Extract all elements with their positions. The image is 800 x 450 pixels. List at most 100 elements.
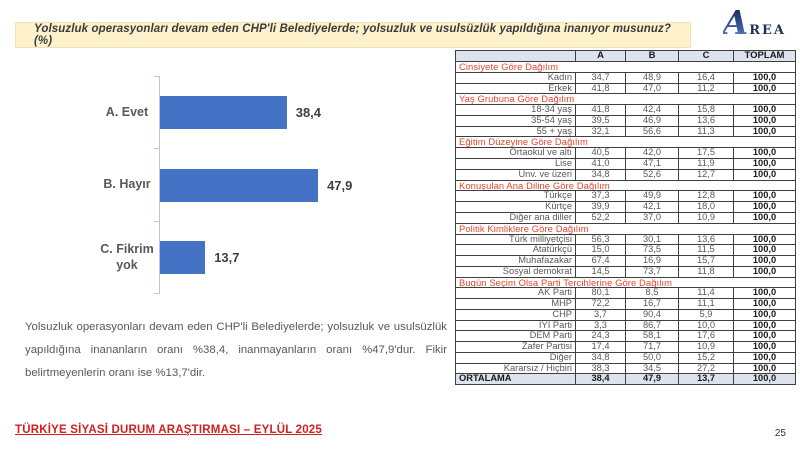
cell-value: 100,0 (733, 211, 796, 224)
table-row: Muhafazakar 67,4 16,9 15,7 100,0 (455, 255, 796, 267)
cell-value: 100,0 (733, 114, 796, 127)
column-header: TOPLAM (733, 50, 796, 62)
row-label: Muhafazakar (455, 255, 576, 267)
row-label: Kürtçe (455, 201, 576, 213)
cell-value: 100,0 (733, 308, 796, 321)
group-header-label: Yaş Grubuna Göre Dağılım (455, 93, 796, 106)
table-row: Zafer Partisi 17,4 71,7 10,9 100,0 (455, 341, 796, 353)
cell-value: 15,8 (678, 104, 734, 116)
area-logo: A REA (723, 6, 786, 39)
cell-value: 11,1 (678, 298, 734, 310)
cell-value: 100,0 (733, 351, 796, 364)
cell-value: 15,7 (678, 255, 734, 267)
cell-value: 40,5 (575, 147, 626, 160)
cell-value: 90,4 (625, 308, 679, 321)
cell-value: 39,5 (575, 114, 626, 127)
cell-value: 67,4 (575, 255, 626, 267)
cell-value: 100,0 (733, 104, 796, 116)
cell-value: 100,0 (733, 362, 796, 375)
cell-value: 46,9 (625, 114, 679, 127)
cell-value: 71,7 (625, 341, 679, 353)
cell-value: 16,7 (625, 298, 679, 310)
cell-value: 14,5 (575, 265, 626, 278)
summary-text: Yolsuzluk operasyonları devam eden CHP'l… (25, 321, 447, 379)
bar-value-label: 47,9 (327, 177, 353, 193)
cell-value: 42,4 (625, 104, 679, 116)
cell-value: 12,8 (678, 190, 734, 203)
cell-value: 16,4 (678, 71, 734, 84)
cell-value: 34,7 (575, 71, 626, 84)
row-label: Kadın (455, 71, 576, 84)
row-label: Ünv. ve üzeri (455, 168, 576, 181)
table-row: Kürtçe 39,9 42,1 18,0 100,0 (455, 201, 796, 213)
cell-value: 73,7 (625, 265, 679, 278)
cell-value: 17,4 (575, 341, 626, 353)
row-label: Sosyal demokrat (455, 265, 576, 278)
table-row: Diğer ana diller 52,2 37,0 10,9 100,0 (455, 211, 796, 224)
group-header-label: Cinsiyete Göre Dağılım (455, 60, 796, 73)
cell-value: 41,8 (575, 104, 626, 116)
table-row: Ortaokul ve altı 40,5 42,0 17,5 100,0 (455, 147, 796, 160)
category-label: B. Hayır (103, 177, 151, 192)
cell-value: 39,9 (575, 201, 626, 213)
row-label: İYİ Parti (455, 319, 576, 332)
table-row: İYİ Parti 3,3 86,7 10,0 100,0 (455, 319, 796, 332)
table-row: Sosyal demokrat 14,5 73,7 11,8 100,0 (455, 265, 796, 278)
cell-value: 100,0 (733, 158, 796, 170)
footer-title: TÜRKİYE SİYASİ DURUM ARAŞTIRMASI – EYLÜL… (15, 424, 322, 436)
row-label: 55 + yaş (455, 125, 576, 138)
table-row: AK Parti 80,1 8,5 11,4 100,0 (455, 287, 796, 300)
cell-value: 100,0 (733, 244, 796, 257)
row-label: Atatürkçü (455, 244, 576, 257)
row-label: Türkçe (455, 190, 576, 203)
table-row: Kararsız / Hiçbiri 38,3 34,5 27,2 100,0 (455, 362, 796, 375)
cell-value: 38,4 (575, 373, 626, 386)
row-label: Diğer ana diller (455, 211, 576, 224)
row-label: Lise (455, 158, 576, 170)
cell-value: 27,2 (678, 362, 734, 375)
chart-row: C. Fikrim yok 13,7 (95, 220, 445, 295)
cell-value: 100,0 (733, 147, 796, 160)
cell-value: 16,9 (625, 255, 679, 267)
cell-value: 17,5 (678, 147, 734, 160)
group-header-row: Konuşulan Ana Diline Göre Dağılım (455, 179, 796, 192)
cell-value: 11,5 (678, 244, 734, 257)
group-header-label: Eğitim Düzeyine Göre Dağılım (455, 136, 796, 149)
bar (160, 95, 287, 129)
bar-track: 13,7 (154, 220, 445, 295)
cell-value: 100,0 (733, 233, 796, 246)
group-header-row: Yaş Grubuna Göre Dağılım (455, 93, 796, 106)
row-label: CHP (455, 308, 576, 321)
cell-value: 100,0 (733, 298, 796, 310)
cell-value: 34,8 (575, 168, 626, 181)
cell-value: 86,7 (625, 319, 679, 332)
column-header: B (625, 50, 679, 62)
cell-value: 38,3 (575, 362, 626, 375)
table-row: 18-34 yaş 41,8 42,4 15,8 100,0 (455, 104, 796, 116)
row-label: Kararsız / Hiçbiri (455, 362, 576, 375)
bar (160, 168, 319, 202)
cell-value: 17,6 (678, 330, 734, 343)
table-row: DEM Parti 24,3 58,1 17,6 100,0 (455, 330, 796, 343)
table-row: Ünv. ve üzeri 34,8 52,6 12,7 100,0 (455, 168, 796, 181)
cell-value: 100,0 (733, 319, 796, 332)
cell-value: 41,0 (575, 158, 626, 170)
cell-value: 32,1 (575, 125, 626, 138)
cell-value: 24,3 (575, 330, 626, 343)
cell-value: 47,0 (625, 82, 679, 95)
row-label: 18-34 yaş (455, 104, 576, 116)
table-average-row: ORTALAMA 38,4 47,9 13,7 100,0 (455, 373, 796, 386)
cell-value: 100,0 (733, 330, 796, 343)
row-label: DEM Parti (455, 330, 576, 343)
row-label: Türk milliyetçisi (455, 233, 576, 246)
cell-value: 15,0 (575, 244, 626, 257)
cell-value: 100,0 (733, 82, 796, 95)
cell-value: 10,9 (678, 211, 734, 224)
cell-value: 100,0 (733, 287, 796, 300)
table-row: MHP 72,2 16,7 11,1 100,0 (455, 298, 796, 310)
cell-value: 49,9 (625, 190, 679, 203)
table-row: Lise 41,0 47,1 11,9 100,0 (455, 158, 796, 170)
cell-value: 73,5 (625, 244, 679, 257)
table-row: Diğer 34,8 50,0 15,2 100,0 (455, 351, 796, 364)
question-title: Yolsuzluk operasyonları devam eden CHP'l… (15, 22, 691, 48)
